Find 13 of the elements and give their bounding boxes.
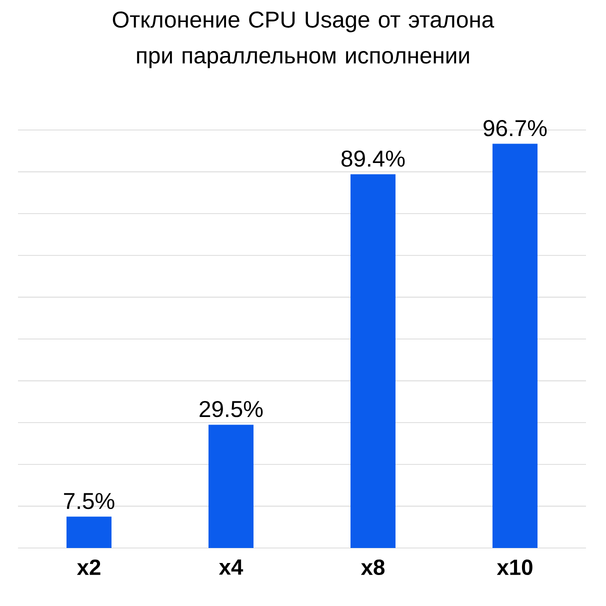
x-tick-label: x4 xyxy=(218,560,244,575)
bar xyxy=(208,424,254,548)
x-tick-label: x10 xyxy=(496,560,532,576)
data-label: 96.7% xyxy=(484,120,547,136)
chart-title: Отклонение CPU Usage от эталона при параллельном исполнении xyxy=(112,12,494,68)
x-tick-label: x8 xyxy=(360,560,385,576)
x-tick-label: x2 xyxy=(76,560,100,575)
data-label: 29.5% xyxy=(200,400,263,418)
bar xyxy=(66,516,112,548)
bar xyxy=(350,174,396,548)
data-label: 89.4% xyxy=(342,150,405,167)
data-label: 7.5% xyxy=(64,493,114,510)
bar xyxy=(492,144,538,548)
